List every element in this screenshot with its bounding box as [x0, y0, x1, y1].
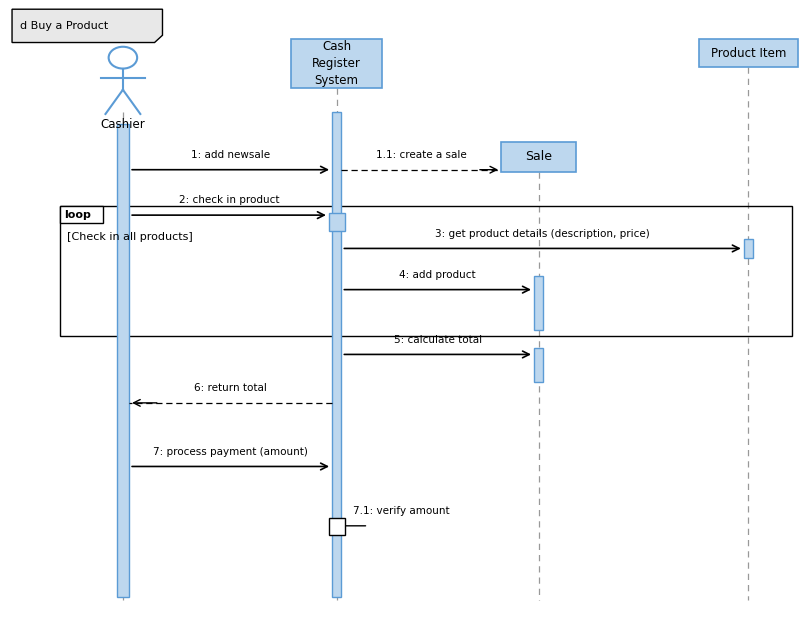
Bar: [699, 40, 798, 67]
Bar: [60, 206, 103, 223]
Text: 4: add product: 4: add product: [399, 270, 476, 280]
Text: loop: loop: [65, 210, 91, 219]
Bar: [329, 518, 344, 535]
Bar: [332, 231, 342, 597]
PathPatch shape: [12, 9, 162, 43]
Text: 2: check in product: 2: check in product: [179, 195, 280, 205]
Bar: [329, 213, 344, 232]
Text: 6: return total: 6: return total: [194, 383, 267, 393]
Text: 5: calculate total: 5: calculate total: [393, 335, 482, 345]
Text: d Buy a Product: d Buy a Product: [20, 21, 108, 31]
Text: 1.1: create a sale: 1.1: create a sale: [376, 150, 466, 160]
Bar: [501, 142, 576, 172]
Text: 7: process payment (amount): 7: process payment (amount): [154, 447, 308, 457]
Bar: [116, 124, 129, 597]
Text: Cash
Register
System: Cash Register System: [312, 40, 361, 87]
Text: [Check in all products]: [Check in all products]: [67, 232, 193, 242]
Text: 1: add newsale: 1: add newsale: [191, 150, 270, 160]
Text: Sale: Sale: [525, 151, 552, 164]
Bar: [743, 239, 753, 258]
Text: Product Item: Product Item: [711, 46, 786, 59]
Bar: [534, 276, 543, 330]
Text: 7.1: verify amount: 7.1: verify amount: [352, 506, 449, 516]
Text: 3: get product details (description, price): 3: get product details (description, pri…: [436, 229, 650, 239]
Text: Cashier: Cashier: [100, 118, 145, 131]
Bar: [60, 206, 792, 336]
Bar: [332, 112, 342, 221]
Bar: [534, 349, 543, 382]
Bar: [291, 40, 382, 88]
